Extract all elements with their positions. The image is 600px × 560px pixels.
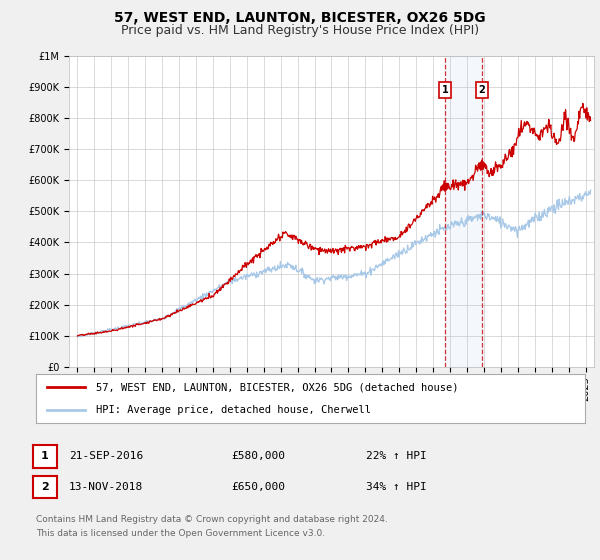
Text: HPI: Average price, detached house, Cherwell: HPI: Average price, detached house, Cher… <box>97 405 371 416</box>
Text: Price paid vs. HM Land Registry's House Price Index (HPI): Price paid vs. HM Land Registry's House … <box>121 24 479 36</box>
Text: 13-NOV-2018: 13-NOV-2018 <box>69 482 143 492</box>
Text: 57, WEST END, LAUNTON, BICESTER, OX26 5DG (detached house): 57, WEST END, LAUNTON, BICESTER, OX26 5D… <box>97 382 459 393</box>
Text: £650,000: £650,000 <box>231 482 285 492</box>
Text: 57, WEST END, LAUNTON, BICESTER, OX26 5DG: 57, WEST END, LAUNTON, BICESTER, OX26 5D… <box>114 11 486 25</box>
Text: 34% ↑ HPI: 34% ↑ HPI <box>366 482 427 492</box>
Text: Contains HM Land Registry data © Crown copyright and database right 2024.: Contains HM Land Registry data © Crown c… <box>36 515 388 524</box>
Text: 2: 2 <box>478 85 485 95</box>
Text: 21-SEP-2016: 21-SEP-2016 <box>69 451 143 461</box>
Text: £580,000: £580,000 <box>231 451 285 461</box>
Text: 2: 2 <box>41 482 49 492</box>
Text: 1: 1 <box>442 85 449 95</box>
Bar <box>445 56 482 367</box>
Text: 22% ↑ HPI: 22% ↑ HPI <box>366 451 427 461</box>
Text: 1: 1 <box>41 451 49 461</box>
Text: This data is licensed under the Open Government Licence v3.0.: This data is licensed under the Open Gov… <box>36 529 325 538</box>
